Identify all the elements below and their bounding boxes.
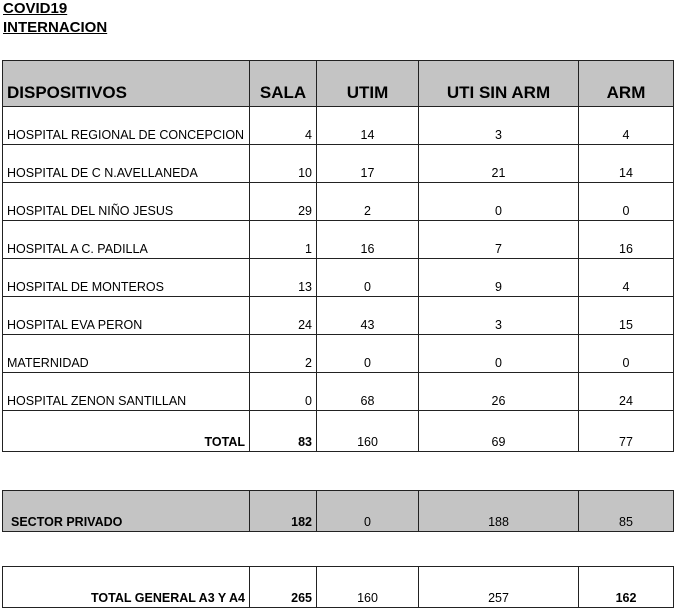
private-row: SECTOR PRIVADO 182 0 188 85 xyxy=(2,490,674,532)
uti-sin-arm-value: 0 xyxy=(418,182,579,221)
total-row: TOTAL 83 160 69 77 xyxy=(2,410,674,452)
document-subtitle: INTERNACION xyxy=(3,19,108,36)
header-utim: UTIM xyxy=(316,60,419,107)
table-row: HOSPITAL DE C N.AVELLANEDA 10 17 21 14 xyxy=(2,144,674,183)
sala-value: 10 xyxy=(249,144,317,183)
header-dispositivos: DISPOSITIVOS xyxy=(2,60,250,107)
grand-total-arm: 162 xyxy=(578,566,674,608)
arm-value: 4 xyxy=(578,258,674,297)
table-row: HOSPITAL EVA PERON 24 43 3 15 xyxy=(2,296,674,335)
table-row: HOSPITAL ZENON SANTILLAN 0 68 26 24 xyxy=(2,372,674,411)
uti-sin-arm-value: 9 xyxy=(418,258,579,297)
private-label: SECTOR PRIVADO xyxy=(2,490,250,532)
table-row: HOSPITAL DEL NIÑO JESUS 29 2 0 0 xyxy=(2,182,674,221)
utim-value: 14 xyxy=(316,106,419,145)
hospital-name: HOSPITAL A C. PADILLA xyxy=(2,220,250,259)
sala-value: 0 xyxy=(249,372,317,411)
utim-value: 68 xyxy=(316,372,419,411)
header-uti-sin-arm: UTI SIN ARM xyxy=(418,60,579,107)
total-sala: 83 xyxy=(249,410,317,452)
uti-sin-arm-value: 3 xyxy=(418,296,579,335)
uti-sin-arm-value: 26 xyxy=(418,372,579,411)
sala-value: 4 xyxy=(249,106,317,145)
utim-value: 43 xyxy=(316,296,419,335)
arm-value: 14 xyxy=(578,144,674,183)
utim-value: 2 xyxy=(316,182,419,221)
uti-sin-arm-value: 0 xyxy=(418,334,579,373)
sala-value: 1 xyxy=(249,220,317,259)
table-row: HOSPITAL REGIONAL DE CONCEPCION 4 14 3 4 xyxy=(2,106,674,145)
table-row: MATERNIDAD 2 0 0 0 xyxy=(2,334,674,373)
arm-value: 4 xyxy=(578,106,674,145)
internacion-table: DISPOSITIVOS SALA UTIM UTI SIN ARM ARM H… xyxy=(2,60,674,452)
grand-total-label: TOTAL GENERAL A3 Y A4 xyxy=(2,566,250,608)
uti-sin-arm-value: 21 xyxy=(418,144,579,183)
grand-total-sala: 265 xyxy=(249,566,317,608)
arm-value: 15 xyxy=(578,296,674,335)
arm-value: 24 xyxy=(578,372,674,411)
hospital-name: HOSPITAL DEL NIÑO JESUS xyxy=(2,182,250,221)
total-utim: 160 xyxy=(316,410,419,452)
grand-total-utim: 160 xyxy=(316,566,419,608)
hospital-name: HOSPITAL EVA PERON xyxy=(2,296,250,335)
table-row: HOSPITAL A C. PADILLA 1 16 7 16 xyxy=(2,220,674,259)
private-uti-sin-arm: 188 xyxy=(418,490,579,532)
hospital-name: HOSPITAL DE C N.AVELLANEDA xyxy=(2,144,250,183)
grand-total-row: TOTAL GENERAL A3 Y A4 265 160 257 162 xyxy=(2,566,674,608)
arm-value: 0 xyxy=(578,182,674,221)
sala-value: 29 xyxy=(249,182,317,221)
uti-sin-arm-value: 3 xyxy=(418,106,579,145)
arm-value: 0 xyxy=(578,334,674,373)
grand-total-table: TOTAL GENERAL A3 Y A4 265 160 257 162 xyxy=(2,566,674,608)
arm-value: 16 xyxy=(578,220,674,259)
total-arm: 77 xyxy=(578,410,674,452)
hospital-name: MATERNIDAD xyxy=(2,334,250,373)
total-label: TOTAL xyxy=(2,410,250,452)
header-arm: ARM xyxy=(578,60,674,107)
hospital-name: HOSPITAL ZENON SANTILLAN xyxy=(2,372,250,411)
utim-value: 16 xyxy=(316,220,419,259)
sala-value: 2 xyxy=(249,334,317,373)
private-sector-table: SECTOR PRIVADO 182 0 188 85 xyxy=(2,490,674,532)
total-uti-sin-arm: 69 xyxy=(418,410,579,452)
header-sala: SALA xyxy=(249,60,317,107)
private-sala: 182 xyxy=(249,490,317,532)
utim-value: 17 xyxy=(316,144,419,183)
hospital-name: HOSPITAL REGIONAL DE CONCEPCION xyxy=(2,106,250,145)
utim-value: 0 xyxy=(316,258,419,297)
utim-value: 0 xyxy=(316,334,419,373)
document-title: COVID19 xyxy=(3,0,68,17)
hospital-name: HOSPITAL DE MONTEROS xyxy=(2,258,250,297)
uti-sin-arm-value: 7 xyxy=(418,220,579,259)
grand-total-uti-sin-arm: 257 xyxy=(418,566,579,608)
private-utim: 0 xyxy=(316,490,419,532)
table-row: HOSPITAL DE MONTEROS 13 0 9 4 xyxy=(2,258,674,297)
sala-value: 24 xyxy=(249,296,317,335)
sala-value: 13 xyxy=(249,258,317,297)
header-row: DISPOSITIVOS SALA UTIM UTI SIN ARM ARM xyxy=(2,60,674,107)
private-arm: 85 xyxy=(578,490,674,532)
